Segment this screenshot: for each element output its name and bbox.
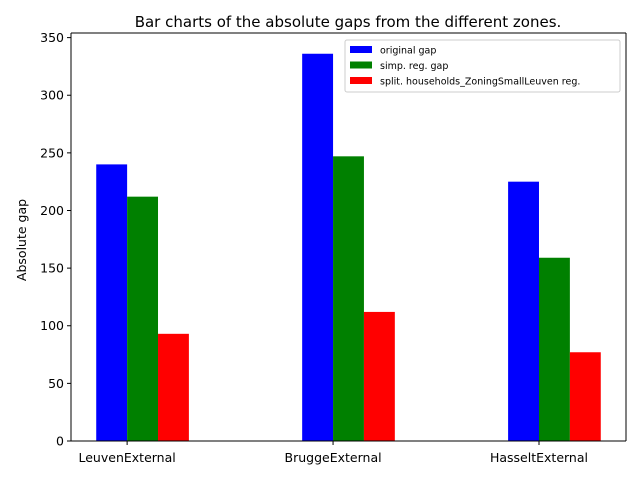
plot-area: 0 50 100 150 200 250 300 350 LeuvenExternal Brugg… (40, 30, 627, 465)
chart-title: Bar charts of the absolute gaps from the… (135, 13, 562, 31)
legend-swatch (350, 46, 372, 53)
bar (127, 196, 159, 441)
y-tick-label: 50 (48, 376, 64, 391)
y-tick-label: 250 (40, 145, 64, 160)
legend-swatch (350, 61, 372, 69)
legend-label: simp. reg. gap (380, 61, 448, 72)
y-tick-label: 100 (40, 318, 64, 333)
legend-label: split. households_ZoningSmallLeuven reg. (380, 77, 580, 88)
bar (538, 257, 570, 441)
y-tick-label: 200 (40, 203, 64, 218)
x-tick-label: LeuvenExternal (79, 450, 176, 465)
bar (569, 352, 601, 441)
bar (158, 333, 189, 441)
y-tick-label: 300 (40, 88, 64, 103)
bar (333, 156, 364, 442)
bar (96, 164, 128, 441)
legend: original gap simp. reg. gap split. househo… (344, 39, 621, 93)
y-tick-label: 0 (56, 434, 64, 449)
legend-swatch (350, 77, 372, 84)
x-tick-label: BruggeExternal (285, 450, 382, 465)
y-tick-label: 150 (40, 261, 64, 276)
legend-box (344, 39, 621, 93)
y-tick-label: 350 (40, 30, 64, 45)
x-tick-label: HasseltExternal (490, 450, 588, 465)
bar (363, 311, 395, 441)
bar (302, 53, 334, 442)
legend-label: original gap (380, 46, 436, 57)
bar (508, 181, 539, 441)
y-axis-title: Absolute gap (14, 199, 29, 281)
